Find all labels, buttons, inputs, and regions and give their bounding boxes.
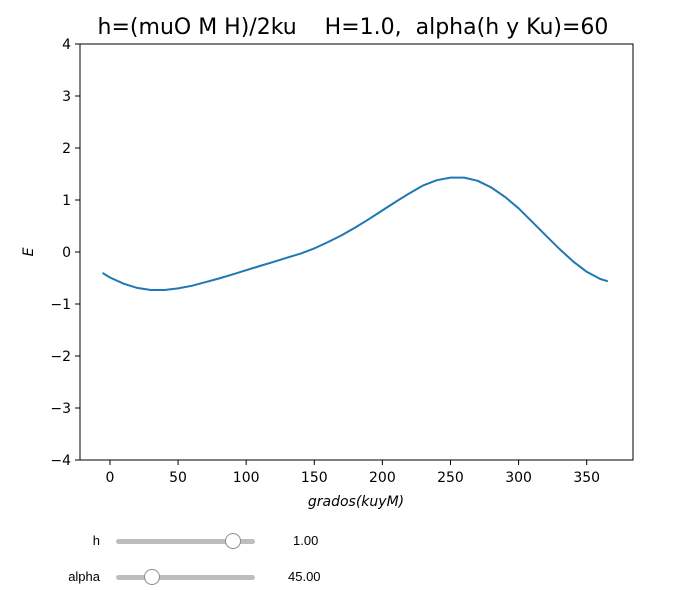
y-tick-label: 4 [62,37,71,53]
alpha-slider-label: alpha [68,569,100,584]
alpha-slider-value: 45.00 [288,569,321,584]
alpha-slider-row: alpha 45.00 [0,565,697,589]
x-axis: 0 50 100 150 200 250 300 350 [106,460,600,486]
h-slider-track[interactable] [116,539,255,544]
series-layer [102,176,609,291]
y-axis-label: E [21,247,37,256]
line-chart: h=(muO M H)/2ku H=1.0, alpha(h y Ku)=60 … [21,15,634,510]
y-tick-label: 1 [62,193,71,209]
y-tick-label: −2 [50,349,71,365]
y-tick-label: −1 [50,297,71,313]
x-tick-label: 0 [106,470,115,486]
x-tick-label: 50 [169,470,187,486]
series-line [102,176,609,291]
h-slider-label: h [92,533,100,548]
x-tick-label: 300 [505,470,532,486]
x-tick-label: 150 [301,470,328,486]
h-slider-thumb[interactable] [224,533,241,549]
x-axis-label: grados(kuyM) [308,494,404,510]
alpha-slider-track[interactable] [116,575,255,580]
y-tick-label: −4 [50,453,71,469]
y-tick-label: 2 [62,141,71,157]
plot-area [79,43,634,461]
y-tick-label: −3 [50,401,71,417]
y-axis: −4 −3 −2 −1 0 1 2 3 4 [50,37,80,469]
x-tick-label: 250 [437,470,464,486]
chart-title: h=(muO M H)/2ku H=1.0, alpha(h y Ku)=60 [98,15,609,40]
x-tick-label: 200 [369,470,396,486]
y-tick-label: 3 [62,89,71,105]
x-tick-label: 100 [233,470,260,486]
h-slider-value: 1.00 [293,533,319,548]
alpha-slider-thumb[interactable] [144,569,161,585]
h-slider-row: h 1.00 [0,529,697,553]
x-tick-label: 350 [573,470,600,486]
y-tick-label: 0 [62,245,71,261]
